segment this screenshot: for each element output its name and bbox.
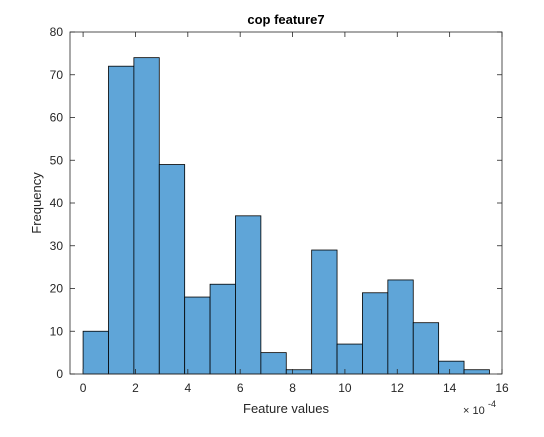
histogram-bar [463,369,490,375]
x-tick-label: 2 [132,381,139,395]
y-tick-label: 20 [50,282,64,296]
x-tick-label: 12 [391,381,405,395]
histogram-bar [336,343,363,375]
y-axis-label: Frequency [29,172,44,234]
histogram-bar [184,296,211,375]
y-tick-label: 0 [56,367,63,381]
histogram-bar [311,249,338,375]
x-exponent-power: -4 [488,399,496,409]
histogram-bar [260,352,287,375]
y-tick-label: 70 [50,68,64,82]
y-tick-label: 50 [50,153,64,167]
histogram-bar [209,283,236,375]
x-tick-label: 8 [289,381,296,395]
y-tick-label: 40 [50,196,64,210]
histogram-bar [438,360,465,375]
chart-title: cop feature7 [247,12,324,27]
histogram-bar [133,57,160,375]
x-tick-label: 0 [80,381,87,395]
histogram-bar [235,215,262,375]
x-tick-label: 6 [237,381,244,395]
histogram-bar [387,279,414,375]
ticks-group: 0 2 4 6 8 10 12 14 16 0 10 20 30 40 50 60 70 80 [50,25,509,395]
histogram-bar [285,369,313,375]
x-tick-label: 10 [338,381,352,395]
histogram-bar [82,330,109,375]
x-exponent-base: × 10 [463,405,485,417]
bars-group [82,57,490,375]
y-tick-label: 30 [50,239,64,253]
x-axis-label: Feature values [243,401,329,416]
histogram-bar [108,65,135,375]
histogram-bar [158,164,186,375]
x-tick-label: 16 [495,381,509,395]
histogram-bar [412,322,440,375]
x-tick-label: 4 [184,381,191,395]
y-tick-label: 60 [50,111,64,125]
x-tick-label: 14 [443,381,457,395]
x-axis-exponent: × 10 -4 [463,399,496,417]
y-tick-label: 10 [50,324,64,338]
y-tick-label: 80 [50,25,64,39]
histogram-bar [362,292,389,375]
